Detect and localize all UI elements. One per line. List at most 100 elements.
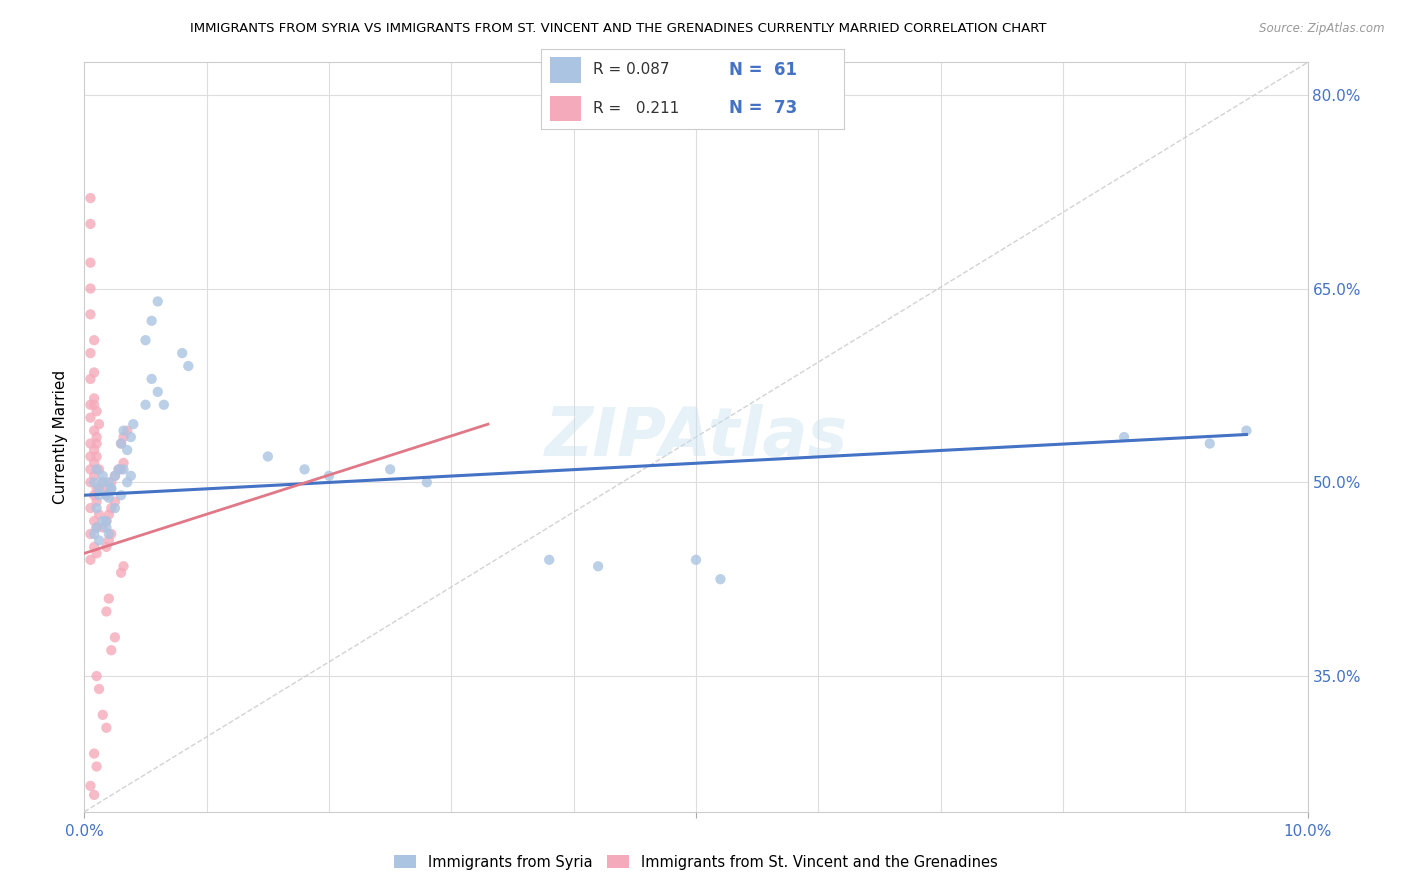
Point	[83, 392, 105, 406]
Point	[104, 630, 127, 644]
Point	[96, 514, 118, 528]
Point	[96, 488, 118, 502]
Point	[83, 488, 105, 502]
Point	[120, 468, 142, 483]
Point	[83, 456, 105, 470]
Point	[86, 501, 108, 516]
Point	[172, 346, 194, 360]
Point	[122, 417, 145, 432]
Point	[87, 681, 110, 696]
Point	[83, 398, 105, 412]
Point	[83, 366, 105, 380]
Point	[100, 643, 122, 657]
Point	[86, 430, 108, 444]
Point	[112, 559, 135, 574]
Point	[112, 462, 135, 476]
Point	[115, 442, 138, 457]
Point	[100, 475, 122, 490]
Point	[86, 669, 108, 683]
Point	[97, 527, 120, 541]
Point	[135, 333, 157, 347]
Point	[86, 494, 108, 508]
Point	[91, 707, 114, 722]
Point	[100, 482, 122, 496]
Point	[141, 314, 163, 328]
Point	[112, 456, 135, 470]
Point	[83, 788, 105, 802]
Point	[96, 605, 118, 619]
Point	[83, 747, 105, 761]
Text: ZIPAtlas: ZIPAtlas	[544, 404, 848, 470]
Point	[86, 462, 108, 476]
Point	[104, 501, 127, 516]
Point	[83, 333, 105, 347]
Point	[112, 430, 135, 444]
Point	[709, 572, 731, 586]
Point	[115, 475, 138, 490]
Point	[586, 559, 609, 574]
Point	[96, 488, 118, 502]
Point	[146, 384, 169, 399]
Point	[79, 436, 101, 450]
Y-axis label: Currently Married: Currently Married	[53, 370, 69, 504]
Point	[83, 540, 105, 554]
Point	[685, 553, 707, 567]
Point	[91, 468, 114, 483]
Point	[104, 494, 127, 508]
Point	[97, 491, 120, 505]
Point	[107, 462, 129, 476]
Point	[86, 450, 108, 464]
Point	[135, 398, 157, 412]
Point	[257, 450, 280, 464]
Point	[294, 462, 316, 476]
Point	[120, 430, 142, 444]
Point	[97, 533, 120, 548]
Point	[79, 779, 101, 793]
Point	[79, 462, 101, 476]
Point	[318, 468, 340, 483]
Point	[79, 255, 101, 269]
Point	[79, 527, 101, 541]
Point	[112, 424, 135, 438]
Point	[153, 398, 176, 412]
Text: N =  61: N = 61	[728, 61, 797, 78]
Point	[1198, 436, 1220, 450]
Bar	[550, 57, 581, 83]
Point	[91, 475, 114, 490]
Point	[79, 475, 101, 490]
Point	[79, 450, 101, 464]
Point	[104, 468, 127, 483]
Point	[97, 508, 120, 522]
Point	[87, 482, 110, 496]
Point	[87, 488, 110, 502]
Point	[141, 372, 163, 386]
Point	[79, 217, 101, 231]
Point	[79, 410, 101, 425]
Point	[1114, 430, 1136, 444]
Point	[100, 501, 122, 516]
Point	[177, 359, 200, 373]
Point	[380, 462, 402, 476]
Point	[110, 436, 132, 450]
Point	[83, 424, 105, 438]
Point	[86, 436, 108, 450]
Point	[96, 540, 118, 554]
Point	[83, 442, 105, 457]
Point	[86, 482, 108, 496]
Point	[79, 346, 101, 360]
Point	[96, 721, 118, 735]
Point	[87, 482, 110, 496]
Point	[79, 281, 101, 295]
Bar	[550, 95, 581, 121]
Text: R =   0.211: R = 0.211	[593, 101, 679, 116]
Point	[79, 501, 101, 516]
Point	[86, 404, 108, 418]
Point	[110, 488, 132, 502]
Point	[86, 520, 108, 534]
Point	[83, 468, 105, 483]
Point	[91, 520, 114, 534]
Point	[97, 591, 120, 606]
Point	[110, 462, 132, 476]
Point	[104, 468, 127, 483]
Point	[79, 398, 101, 412]
